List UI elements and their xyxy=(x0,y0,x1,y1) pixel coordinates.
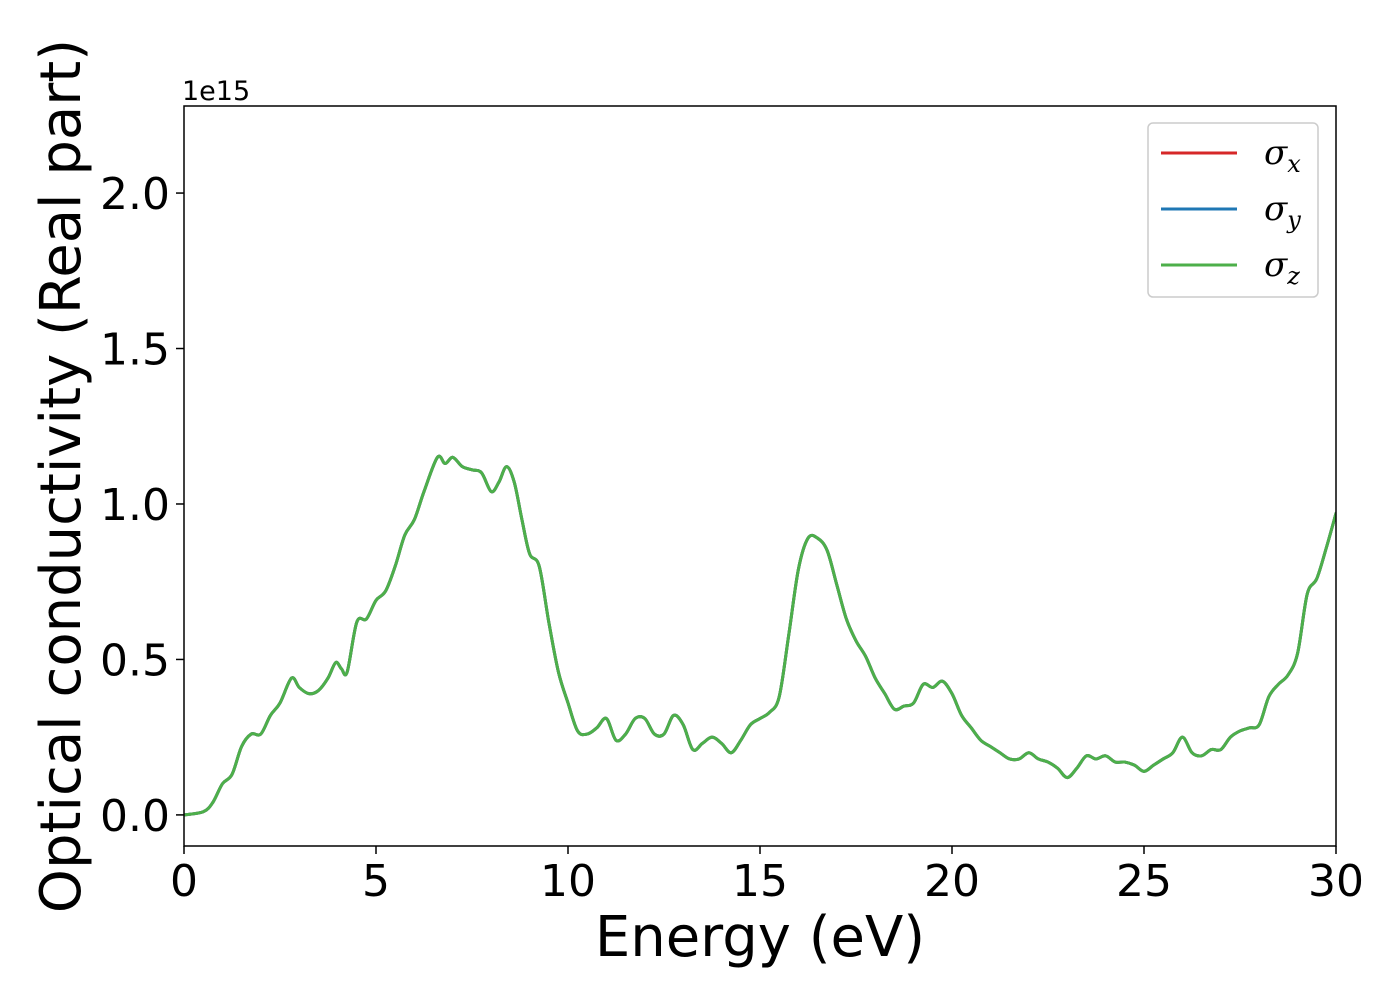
x-axis-title: Energy (eV) xyxy=(595,905,925,970)
y-offset-label: 1e15 xyxy=(182,76,250,107)
legend: σx σy σz xyxy=(1147,122,1319,298)
x-axis-ticks: 0 5 10 15 20 25 30 xyxy=(170,846,1364,907)
legend-label-sigma-z: σz xyxy=(1264,245,1300,290)
y-tick-label: 0.0 xyxy=(100,791,170,842)
x-tick-label: 15 xyxy=(732,856,788,907)
x-tick-label: 10 xyxy=(540,856,596,907)
x-tick-label: 0 xyxy=(170,856,198,907)
y-tick-label: 1.0 xyxy=(100,480,170,531)
y-tick-label: 1.5 xyxy=(100,325,170,376)
y-axis-title: Optical conductivity (Real part) xyxy=(29,39,94,913)
series-layer xyxy=(184,454,1336,817)
x-tick-label: 25 xyxy=(1116,856,1172,907)
y-axis-ticks: 0.0 0.5 1.0 1.5 2.0 xyxy=(100,169,184,842)
y-tick-label: 0.5 xyxy=(100,635,170,686)
x-tick-label: 20 xyxy=(924,856,980,907)
x-tick-label: 30 xyxy=(1308,856,1364,907)
legend-label-sigma-y: σy xyxy=(1264,189,1301,234)
series-line-sigma-z xyxy=(184,454,1336,817)
x-tick-label: 5 xyxy=(362,856,390,907)
y-tick-label: 2.0 xyxy=(100,169,170,220)
legend-label-sigma-x: σx xyxy=(1264,133,1301,178)
